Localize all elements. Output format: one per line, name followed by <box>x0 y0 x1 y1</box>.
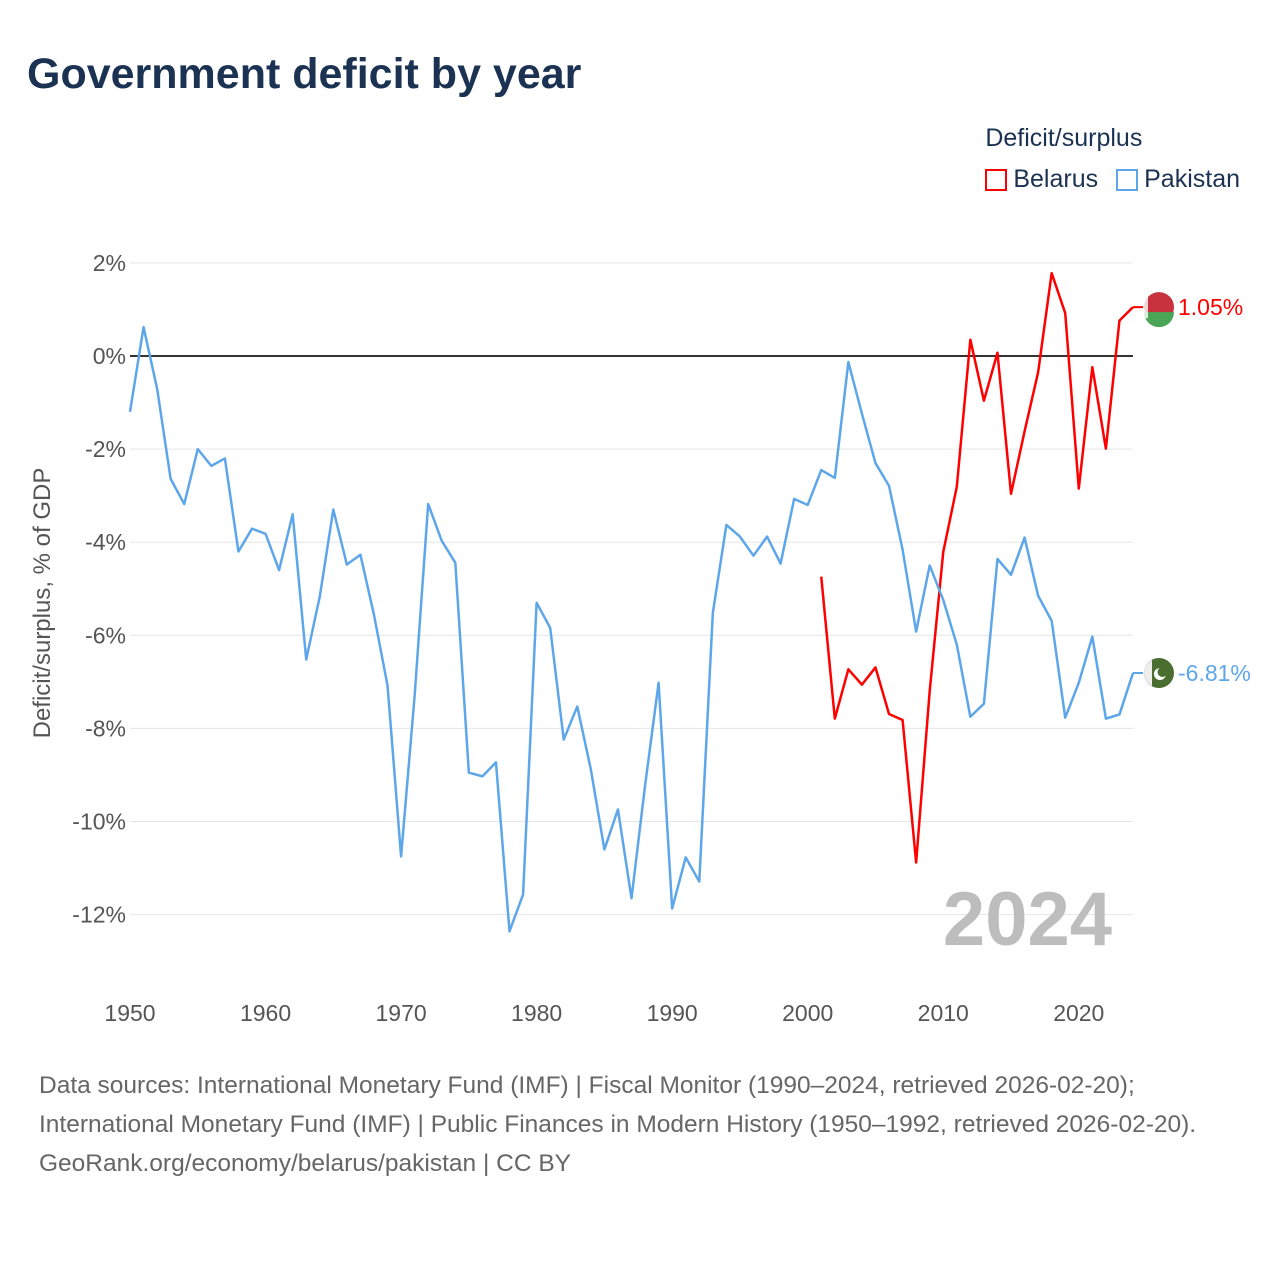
end-label-pakistan: -6.81% <box>1178 660 1251 686</box>
legend-item-belarus[interactable]: Belarus <box>985 165 1098 194</box>
y-tick-label: 2% <box>93 250 126 276</box>
belarus-flag-ornament <box>1144 296 1148 319</box>
y-tick-label: -2% <box>85 436 126 462</box>
x-tick-label: 2000 <box>782 1000 833 1026</box>
y-tick-label: 0% <box>93 343 126 369</box>
y-axis-label: Deficit/surplus, % of GDP <box>29 468 56 739</box>
pakistan-flag-white <box>1144 660 1152 687</box>
y-tick-label: -10% <box>72 809 126 835</box>
x-tick-label: 1950 <box>104 1000 155 1026</box>
legend-item-pakistan[interactable]: Pakistan <box>1116 165 1240 194</box>
y-tick-label: -4% <box>85 529 126 555</box>
legend-swatch-belarus <box>985 168 1008 191</box>
x-tick-label: 2010 <box>918 1000 969 1026</box>
x-tick-label: 1960 <box>240 1000 291 1026</box>
y-tick-label: -12% <box>72 902 126 928</box>
chart-title: Government deficit by year <box>27 50 582 98</box>
year-watermark: 2024 <box>943 877 1112 962</box>
y-tick-label: -6% <box>85 622 126 648</box>
series-line-pakistan <box>128 325 1135 933</box>
legend: Deficit/surplus Belarus Pakistan <box>985 124 1240 194</box>
series-line-belarus <box>820 271 1134 864</box>
belarus-flag-green <box>1144 312 1174 328</box>
legend-swatch-pakistan <box>1116 168 1139 191</box>
end-label-belarus: 1.05% <box>1178 294 1243 320</box>
x-tick-label: 1980 <box>511 1000 562 1026</box>
x-tick-label: 1990 <box>647 1000 698 1026</box>
x-tick-label: 2020 <box>1053 1000 1104 1026</box>
data-sources: Data sources: International Monetary Fun… <box>39 1072 1197 1138</box>
y-tick-label: -8% <box>85 715 126 741</box>
x-tick-label: 1970 <box>375 1000 426 1026</box>
legend-label-pakistan: Pakistan <box>1144 165 1240 193</box>
footer: Data sources: International Monetary Fun… <box>39 1066 1239 1183</box>
legend-label-belarus: Belarus <box>1013 165 1099 193</box>
credit-link[interactable]: GeoRank.org/economy/belarus/pakistan | C… <box>39 1150 572 1177</box>
legend-title: Deficit/surplus <box>985 124 1143 152</box>
crescent-cut <box>1157 667 1168 678</box>
